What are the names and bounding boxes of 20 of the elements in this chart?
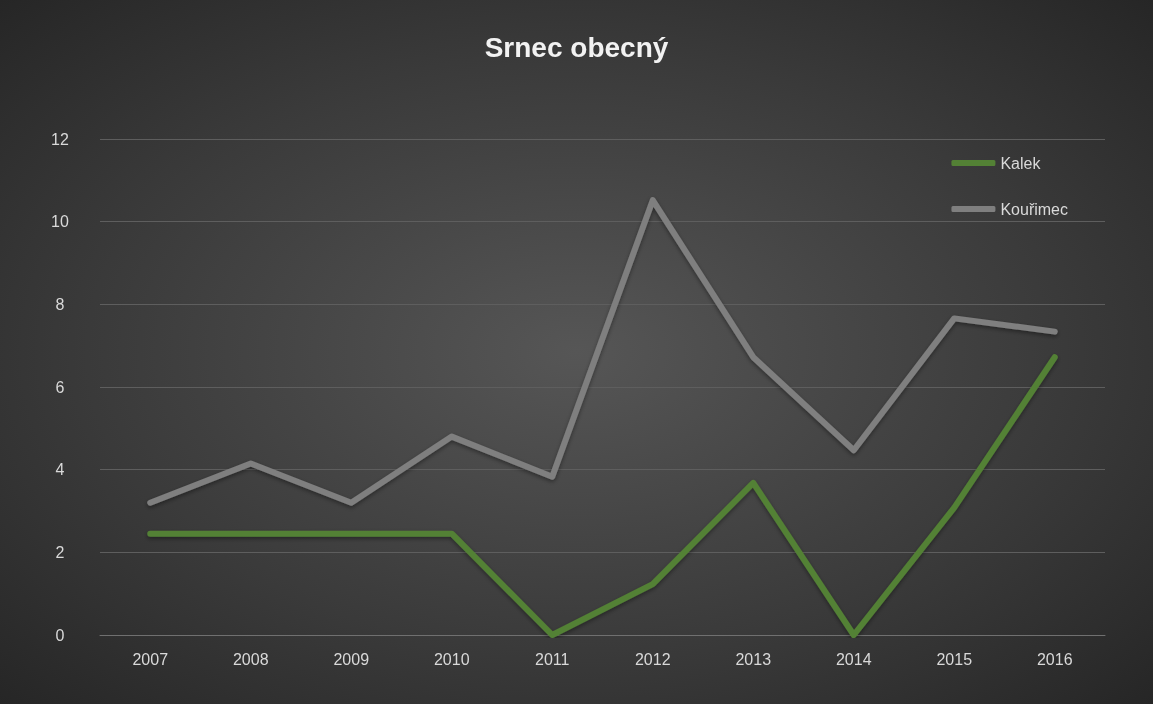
x-tick-label: 2015 (936, 650, 973, 668)
x-tick-label: 2008 (232, 650, 269, 668)
y-tick-label: 12 (51, 130, 69, 148)
x-tick-label: 2007 (132, 650, 169, 668)
y-tick-label: 10 (51, 213, 69, 231)
y-tick-label: 8 (55, 295, 65, 313)
x-tick-label: 2012 (634, 650, 671, 668)
y-tick-label: 0 (55, 626, 65, 644)
x-tick-label: 2011 (535, 650, 570, 668)
y-tick-label: 2 (55, 543, 65, 561)
x-tick-label: 2013 (735, 650, 772, 668)
x-tick-label: 2009 (333, 650, 370, 668)
legend-label: Kalek (1000, 154, 1042, 172)
x-tick-label: 2010 (433, 650, 470, 668)
x-tick-label: 2014 (835, 650, 872, 668)
y-tick-label: 4 (55, 461, 65, 479)
legend-label: Kouřimec (1000, 200, 1068, 218)
chart-title: Srnec obecný (484, 31, 669, 63)
y-tick-label: 6 (55, 378, 65, 396)
x-tick-label: 2016 (1036, 650, 1073, 668)
